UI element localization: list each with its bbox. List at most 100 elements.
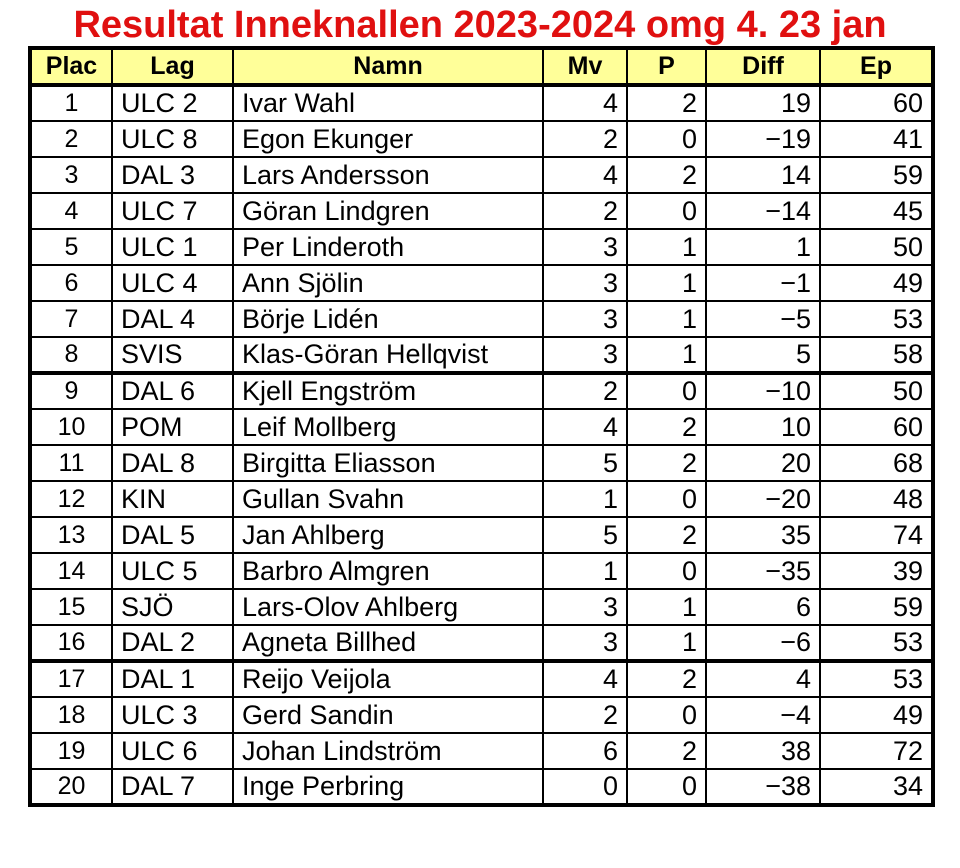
cell-diff: 1	[705, 228, 821, 266]
table-row: 20 DAL 7 Inge Perbring 0 0 −38 34	[29, 768, 934, 806]
cell-plac: 4	[29, 192, 113, 230]
cell-plac: 2	[29, 120, 113, 158]
cell-ep: 72	[819, 732, 934, 770]
cell-ep: 58	[819, 336, 934, 374]
cell-plac: 12	[29, 480, 113, 518]
col-header-diff: Diff	[705, 47, 821, 87]
cell-ep: 41	[819, 120, 934, 158]
cell-mv: 4	[542, 84, 628, 122]
cell-plac: 19	[29, 732, 113, 770]
cell-p: 2	[626, 516, 707, 554]
cell-diff: 19	[705, 84, 821, 122]
cell-ep: 53	[819, 659, 934, 698]
cell-lag: ULC 3	[111, 696, 234, 734]
cell-lag: DAL 8	[111, 444, 234, 482]
cell-mv: 4	[542, 659, 628, 698]
cell-plac: 14	[29, 552, 113, 590]
cell-p: 2	[626, 444, 707, 482]
cell-plac: 15	[29, 588, 113, 626]
cell-plac: 20	[29, 768, 113, 806]
cell-diff: −10	[705, 371, 821, 410]
cell-lag: ULC 6	[111, 732, 234, 770]
cell-lag: DAL 2	[111, 624, 234, 662]
cell-p: 2	[626, 84, 707, 122]
cell-plac: 10	[29, 408, 113, 446]
cell-plac: 1	[29, 84, 113, 122]
table-row: 7 DAL 4 Börje Lidén 3 1 −5 53	[29, 300, 934, 338]
cell-p: 0	[626, 768, 707, 806]
table-row: 2 ULC 8 Egon Ekunger 2 0 −19 41	[29, 120, 934, 158]
cell-p: 0	[626, 120, 707, 158]
cell-p: 2	[626, 659, 707, 698]
cell-namn: Börje Lidén	[232, 300, 544, 338]
cell-plac: 17	[29, 659, 113, 698]
cell-lag: ULC 2	[111, 84, 234, 122]
table-row: 3 DAL 3 Lars Andersson 4 2 14 59	[29, 156, 934, 194]
cell-namn: Barbro Almgren	[232, 552, 544, 590]
cell-p: 1	[626, 228, 707, 266]
cell-diff: 14	[705, 156, 821, 194]
cell-mv: 3	[542, 264, 628, 302]
col-header-mv: Mv	[542, 47, 628, 87]
table-row: 6 ULC 4 Ann Sjölin 3 1 −1 49	[29, 264, 934, 302]
cell-diff: 35	[705, 516, 821, 554]
cell-namn: Gullan Svahn	[232, 480, 544, 518]
cell-namn: Gerd Sandin	[232, 696, 544, 734]
cell-mv: 2	[542, 192, 628, 230]
cell-diff: 4	[705, 659, 821, 698]
cell-namn: Birgitta Eliasson	[232, 444, 544, 482]
cell-namn: Klas-Göran Hellqvist	[232, 336, 544, 374]
cell-ep: 53	[819, 624, 934, 662]
col-header-plac: Plac	[29, 47, 113, 87]
cell-p: 0	[626, 192, 707, 230]
table-row: 13 DAL 5 Jan Ahlberg 5 2 35 74	[29, 516, 934, 554]
cell-mv: 4	[542, 408, 628, 446]
cell-mv: 1	[542, 552, 628, 590]
table-row: 5 ULC 1 Per Linderoth 3 1 1 50	[29, 228, 934, 266]
cell-lag: SVIS	[111, 336, 234, 374]
cell-lag: ULC 4	[111, 264, 234, 302]
cell-p: 1	[626, 336, 707, 374]
table-row: 1 ULC 2 Ivar Wahl 4 2 19 60	[29, 84, 934, 122]
cell-plac: 8	[29, 336, 113, 374]
cell-ep: 49	[819, 264, 934, 302]
cell-lag: DAL 7	[111, 768, 234, 806]
cell-plac: 13	[29, 516, 113, 554]
table-row: 8 SVIS Klas-Göran Hellqvist 3 1 5 58	[29, 336, 934, 374]
cell-p: 0	[626, 552, 707, 590]
cell-namn: Lars-Olov Ahlberg	[232, 588, 544, 626]
cell-mv: 6	[542, 732, 628, 770]
cell-plac: 6	[29, 264, 113, 302]
cell-mv: 2	[542, 371, 628, 410]
cell-lag: SJÖ	[111, 588, 234, 626]
cell-mv: 2	[542, 120, 628, 158]
cell-ep: 50	[819, 228, 934, 266]
cell-plac: 18	[29, 696, 113, 734]
cell-mv: 0	[542, 768, 628, 806]
cell-diff: 38	[705, 732, 821, 770]
table-row: 12 KIN Gullan Svahn 1 0 −20 48	[29, 480, 934, 518]
cell-p: 0	[626, 696, 707, 734]
header-row: Plac Lag Namn Mv P Diff Ep	[29, 47, 934, 87]
cell-lag: DAL 5	[111, 516, 234, 554]
cell-lag: ULC 8	[111, 120, 234, 158]
col-header-p: P	[626, 47, 707, 87]
cell-namn: Jan Ahlberg	[232, 516, 544, 554]
cell-diff: −20	[705, 480, 821, 518]
cell-plac: 5	[29, 228, 113, 266]
cell-ep: 68	[819, 444, 934, 482]
table-row: 15 SJÖ Lars-Olov Ahlberg 3 1 6 59	[29, 588, 934, 626]
cell-diff: 6	[705, 588, 821, 626]
cell-ep: 50	[819, 371, 934, 410]
cell-diff: −38	[705, 768, 821, 806]
cell-lag: ULC 7	[111, 192, 234, 230]
cell-plac: 7	[29, 300, 113, 338]
cell-namn: Leif Mollberg	[232, 408, 544, 446]
table-row: 14 ULC 5 Barbro Almgren 1 0 −35 39	[29, 552, 934, 590]
cell-mv: 5	[542, 444, 628, 482]
cell-lag: DAL 1	[111, 659, 234, 698]
cell-namn: Per Linderoth	[232, 228, 544, 266]
table-row: 16 DAL 2 Agneta Billhed 3 1 −6 53	[29, 624, 934, 662]
cell-p: 0	[626, 371, 707, 410]
